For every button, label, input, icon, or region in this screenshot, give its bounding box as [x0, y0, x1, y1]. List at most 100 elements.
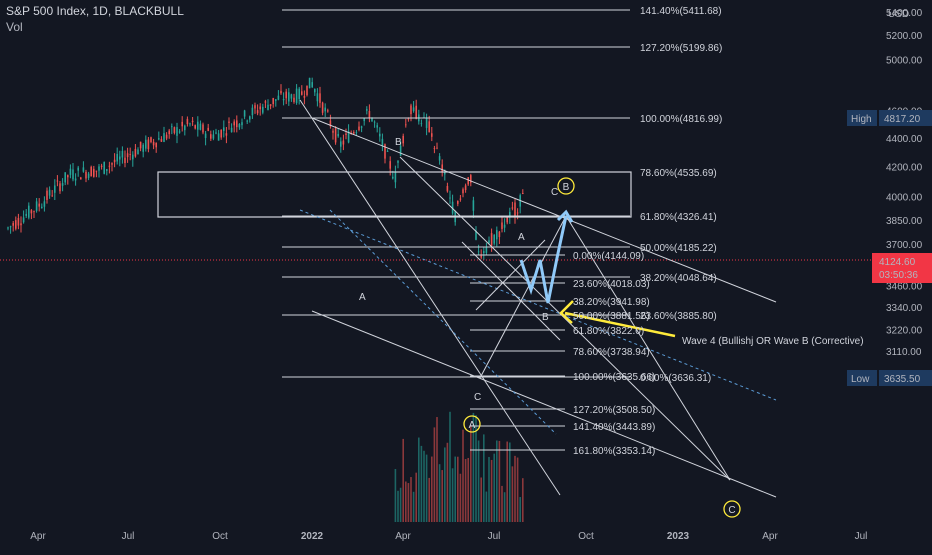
fib-upper-label: 23.60%(3885.80) [640, 311, 717, 322]
candle-body [389, 161, 391, 169]
price-tick-label: 5400.00 [886, 8, 923, 19]
volume-bar [516, 457, 519, 522]
fib-lower-label: 141.40%(3443.89) [573, 422, 655, 433]
low-tag-value-bg [879, 370, 932, 386]
candle-body [28, 205, 30, 218]
wave-label-c: C [474, 392, 481, 403]
candle-body [384, 144, 386, 159]
volume-bar [462, 429, 464, 522]
fib-lower-label: 61.80%(3822.0) [573, 326, 644, 337]
projected-wave-path [519, 215, 568, 304]
candle-body [259, 106, 261, 110]
wave-label-a-minor: A [518, 232, 525, 243]
candle-body [134, 148, 137, 157]
channel-left-diag [299, 99, 561, 496]
volume-bar [433, 427, 436, 522]
candle-body [225, 133, 228, 136]
candle-body [254, 105, 256, 109]
candle-body [7, 227, 9, 229]
volume-bar [449, 411, 451, 522]
time-tick-label: 2023 [667, 531, 690, 542]
candle-body [516, 212, 519, 214]
volume-bar [493, 453, 495, 522]
candle-body [80, 177, 82, 180]
volume-bar [519, 497, 521, 522]
high-tag-value-bg [879, 110, 932, 126]
candle-body [449, 197, 451, 199]
candle-body [431, 133, 433, 137]
fib-upper-label: 78.60%(4535.69) [640, 168, 717, 179]
last-price-value: 4124.60 [879, 257, 916, 268]
candle-body [353, 131, 355, 134]
time-tick-label: Jul [855, 531, 868, 542]
volume-bar [407, 483, 410, 522]
candle-body [462, 189, 464, 194]
candle-body [280, 90, 282, 94]
candle-body [311, 82, 313, 88]
candle-body [488, 240, 490, 243]
candle-body [446, 185, 449, 192]
price-tick-label: 4400.00 [886, 134, 923, 145]
candle-body [467, 177, 469, 185]
fib-lower-label: 127.20%(3508.50) [573, 405, 655, 416]
candle-body [223, 127, 225, 131]
price-tick-label: 3110.00 [886, 347, 922, 358]
candle-body [425, 118, 428, 128]
candle-body [38, 203, 40, 207]
labels-layer: 141.40%(5411.68) 127.20%(5199.86) 100.00%(… [359, 6, 864, 518]
candle-body [363, 118, 365, 122]
candle-body [116, 153, 118, 162]
projection-down [565, 215, 731, 481]
candle-body [139, 141, 142, 149]
volume-bar [501, 485, 503, 522]
wave-circled-a: A [469, 420, 476, 431]
fib-upper-label: 38.20%(4048.64) [640, 273, 717, 284]
candle-body [173, 127, 176, 133]
volume-bar [428, 477, 430, 522]
volume-bar [485, 491, 488, 522]
candle-body [186, 118, 189, 125]
candle-body [12, 223, 14, 226]
candle-body [33, 211, 35, 212]
wave-label-b-minor: B [542, 312, 549, 323]
volume-bar [470, 426, 472, 522]
candle-body [376, 125, 378, 128]
candle-body [470, 175, 472, 183]
candle-body [95, 170, 98, 172]
candle-body [147, 139, 150, 150]
candle-body [48, 189, 51, 196]
candle-body [217, 133, 220, 141]
candle-body [233, 121, 235, 126]
candle-body [480, 255, 482, 258]
candle-body [451, 201, 454, 214]
candle-body [301, 91, 303, 95]
candle-body [514, 202, 516, 217]
candle-body [113, 159, 116, 163]
candle-body [87, 173, 90, 178]
volume-bar [457, 456, 459, 522]
candle-body [59, 183, 61, 192]
time-tick-label: Jul [122, 531, 135, 542]
candle-body [30, 210, 33, 214]
candle-body [316, 93, 319, 102]
wave-circled-b-circle [557, 177, 575, 195]
symbol-title: S&P 500 Index, 1D, BLACKBULL [6, 4, 184, 18]
candle-body [433, 148, 436, 149]
candle-body [152, 141, 155, 146]
volume-bar [451, 468, 454, 522]
channel-lower [311, 310, 777, 498]
time-tick-label: Oct [578, 531, 594, 542]
candle-body [412, 107, 415, 112]
volume-bar [522, 478, 524, 522]
candle-body [103, 162, 105, 174]
wave-circled-c: C [728, 505, 735, 516]
fib-upper-label: 141.40%(5411.68) [640, 6, 722, 17]
volume-bar [397, 490, 399, 522]
candle-body [189, 123, 191, 125]
volume-bar [431, 456, 433, 522]
volume-bar [436, 417, 438, 522]
candle-body [496, 230, 498, 240]
volume-bar [405, 481, 407, 522]
